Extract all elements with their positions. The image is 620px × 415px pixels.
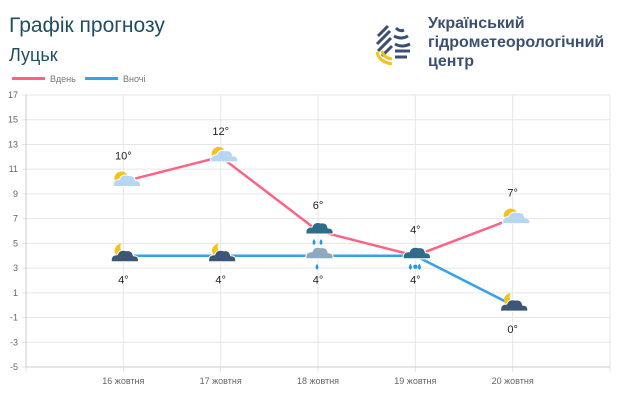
org-line: гідрометеорологічний — [428, 34, 605, 51]
data-label: 10° — [115, 151, 132, 163]
sun-cloud-icon — [502, 208, 531, 225]
moon-cloud-icon — [208, 243, 237, 263]
y-tick-label: 15 — [8, 115, 18, 125]
org-line: Український — [428, 15, 525, 32]
legend-label: Вдень — [50, 74, 76, 84]
x-tick-label: 17 жовтня — [200, 376, 242, 386]
y-tick-label: 3 — [13, 263, 18, 273]
sun-cloud-icon — [210, 146, 239, 163]
data-label: 4° — [313, 275, 324, 287]
y-tick-label: 5 — [13, 238, 18, 248]
x-tick-label: 20 жовтня — [492, 376, 534, 386]
data-label: 6° — [313, 200, 324, 212]
sleet-cloud-icon — [402, 246, 431, 270]
organization-name: Український гідрометеорологічний центр — [428, 14, 618, 71]
data-label: 7° — [507, 188, 518, 200]
moon-cloud-icon — [110, 243, 139, 263]
x-tick-label: 16 жовтня — [102, 376, 144, 386]
y-tick-label: -1 — [10, 313, 18, 323]
y-tick-label: 1 — [13, 288, 18, 298]
light-rain-cloud-icon — [305, 246, 334, 270]
rain-cloud-icon — [305, 222, 334, 245]
x-tick-label: 19 жовтня — [394, 376, 436, 386]
x-tick-label: 18 жовтня — [297, 376, 339, 386]
y-tick-label: 9 — [13, 189, 18, 199]
sun-cloud-icon — [112, 171, 141, 188]
legend-swatch — [12, 77, 45, 80]
data-label: 4° — [215, 275, 226, 287]
data-label: 0° — [507, 324, 518, 336]
city-name: Луцьк — [9, 45, 58, 65]
org-line: центр — [428, 53, 475, 70]
ukrhydromet-logo-icon — [375, 24, 411, 66]
y-tick-label: 17 — [8, 90, 18, 100]
page-title: Графік прогнозу — [9, 14, 165, 37]
moon-cloud-icon — [500, 293, 529, 312]
y-tick-label: -5 — [10, 362, 18, 372]
data-label: 4° — [410, 225, 421, 237]
y-tick-label: 11 — [9, 164, 18, 174]
data-label: 4° — [118, 275, 129, 287]
data-label: 4° — [410, 275, 421, 287]
y-tick-label: 13 — [8, 139, 18, 149]
legend-swatch — [85, 77, 118, 80]
data-label: 12° — [212, 126, 229, 138]
y-tick-label: 7 — [13, 214, 18, 224]
y-tick-label: -3 — [10, 337, 18, 347]
legend-label: Вночі — [123, 74, 145, 84]
